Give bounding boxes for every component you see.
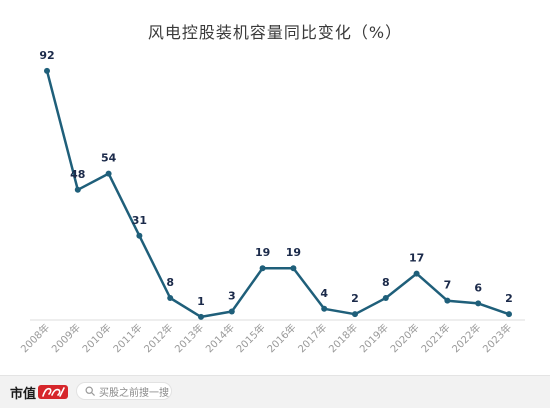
data-point — [413, 270, 420, 277]
x-tick-label: 2020年 — [387, 321, 421, 355]
data-point — [352, 311, 358, 318]
data-label: 6 — [474, 281, 482, 294]
x-tick-label: 2021年 — [418, 321, 452, 355]
data-label: 7 — [444, 279, 452, 292]
x-tick-label: 2016年 — [264, 321, 298, 355]
x-tick-label: 2013年 — [172, 321, 206, 355]
x-tick-label: 2014年 — [203, 321, 237, 355]
data-point — [475, 300, 482, 307]
x-tick-label: 2023年 — [480, 321, 514, 355]
brand-logo-icon — [38, 385, 69, 399]
data-point — [228, 308, 235, 315]
data-label: 2 — [505, 292, 513, 305]
x-tick-label: 2012年 — [141, 321, 175, 355]
series-line — [45, 70, 510, 319]
data-point — [444, 297, 451, 304]
data-label: 1 — [197, 295, 205, 308]
data-point — [44, 67, 50, 74]
data-point — [105, 170, 112, 177]
x-tick-label: 2015年 — [233, 321, 267, 355]
data-point — [290, 265, 297, 272]
data-label: 31 — [132, 214, 147, 227]
data-label: 3 — [228, 289, 236, 302]
x-tick-label: 2019年 — [357, 321, 391, 355]
search-placeholder: 买股之前搜一搜 — [99, 387, 169, 399]
x-tick-label: 2022年 — [449, 321, 483, 355]
data-point — [198, 313, 204, 320]
data-point — [382, 294, 389, 301]
data-point — [506, 311, 512, 318]
search-input[interactable]: 买股之前搜一搜 — [76, 382, 172, 400]
data-label: 54 — [101, 152, 117, 165]
data-point — [136, 232, 143, 239]
x-tick-label: 2010年 — [79, 321, 113, 355]
data-label: 8 — [166, 276, 174, 289]
data-label: 8 — [382, 276, 390, 289]
brand-name: 市值 — [10, 386, 37, 402]
data-point — [321, 305, 328, 312]
x-tick-label: 2008年 — [18, 321, 52, 355]
x-tick-label: 2011年 — [110, 321, 144, 355]
line-chart: 风电控股装机容量同比变化（%） 922008年482009年542010年312… — [18, 23, 525, 355]
chart-area: 风电控股装机容量同比变化（%） 92 2008年 48 2009年 54 2010年 31 2… — [18, 23, 525, 355]
data-label: 4 — [320, 287, 328, 300]
brand[interactable]: 市值 — [10, 383, 69, 402]
data-label: 48 — [70, 168, 85, 181]
x-tick-label: 2017年 — [295, 321, 329, 355]
search-icon — [85, 386, 95, 396]
data-label: 92 — [39, 49, 54, 62]
data-point — [259, 265, 266, 272]
data-point — [74, 186, 81, 193]
x-tick-label: 2018年 — [326, 321, 360, 355]
footer-bar: 市值 买股之前搜一搜 — [0, 375, 550, 408]
data-point — [167, 294, 174, 301]
chart-title: 风电控股装机容量同比变化（%） — [148, 23, 402, 42]
data-label: 19 — [255, 246, 270, 259]
data-label: 19 — [286, 246, 301, 259]
data-label: 2 — [351, 292, 359, 305]
data-label: 17 — [409, 252, 424, 265]
x-tick-label: 2009年 — [49, 321, 83, 355]
